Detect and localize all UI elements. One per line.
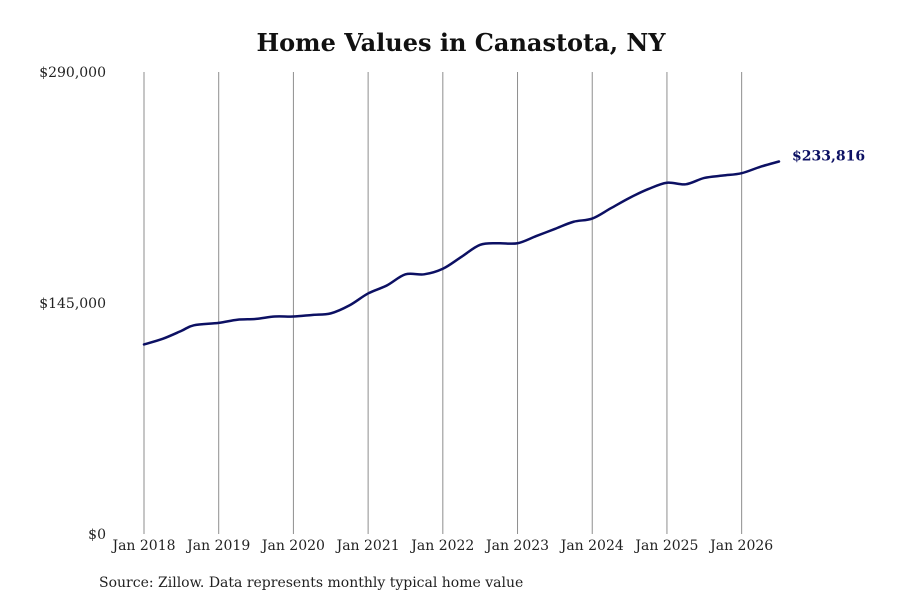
end-value-label: $233,816 bbox=[792, 149, 865, 165]
chart-title: Home Values in Canastota, NY bbox=[257, 28, 667, 57]
y-tick-label: $290,000 bbox=[39, 65, 106, 81]
x-tick-label: Jan 2023 bbox=[484, 538, 549, 554]
x-tick-label: Jan 2024 bbox=[559, 538, 624, 554]
home-value-line bbox=[142, 160, 781, 346]
series-layer bbox=[142, 160, 781, 346]
x-tick-label: Jan 2018 bbox=[110, 538, 175, 554]
y-tick-label: $145,000 bbox=[39, 296, 106, 312]
source-note: Source: Zillow. Data represents monthly … bbox=[99, 575, 523, 591]
y-tick-label: $0 bbox=[88, 527, 106, 543]
x-tick-label: Jan 2025 bbox=[633, 538, 698, 554]
x-tick-label: Jan 2020 bbox=[260, 538, 325, 554]
x-axis-ticks: Jan 2018 Jan 2019 Jan 2020 Jan 2021 Jan 2022… bbox=[110, 538, 773, 554]
x-tick-label: Jan 2026 bbox=[708, 538, 773, 554]
x-tick-label: Jan 2021 bbox=[335, 538, 400, 554]
y-axis-ticks: $0 $145,000 $290,000 bbox=[39, 65, 106, 543]
vertical-grid bbox=[143, 72, 743, 534]
x-tick-label: Jan 2019 bbox=[185, 538, 250, 554]
x-tick-label: Jan 2022 bbox=[409, 538, 474, 554]
